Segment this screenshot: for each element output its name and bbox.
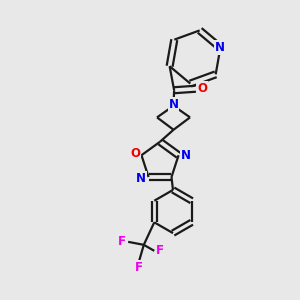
Text: N: N [136,172,146,185]
Text: O: O [197,82,207,95]
Text: F: F [156,244,164,257]
Text: N: N [169,98,178,111]
Text: F: F [135,260,143,274]
Text: N: N [215,41,225,54]
Text: N: N [181,149,191,162]
Text: F: F [118,235,126,248]
Text: O: O [130,147,140,160]
